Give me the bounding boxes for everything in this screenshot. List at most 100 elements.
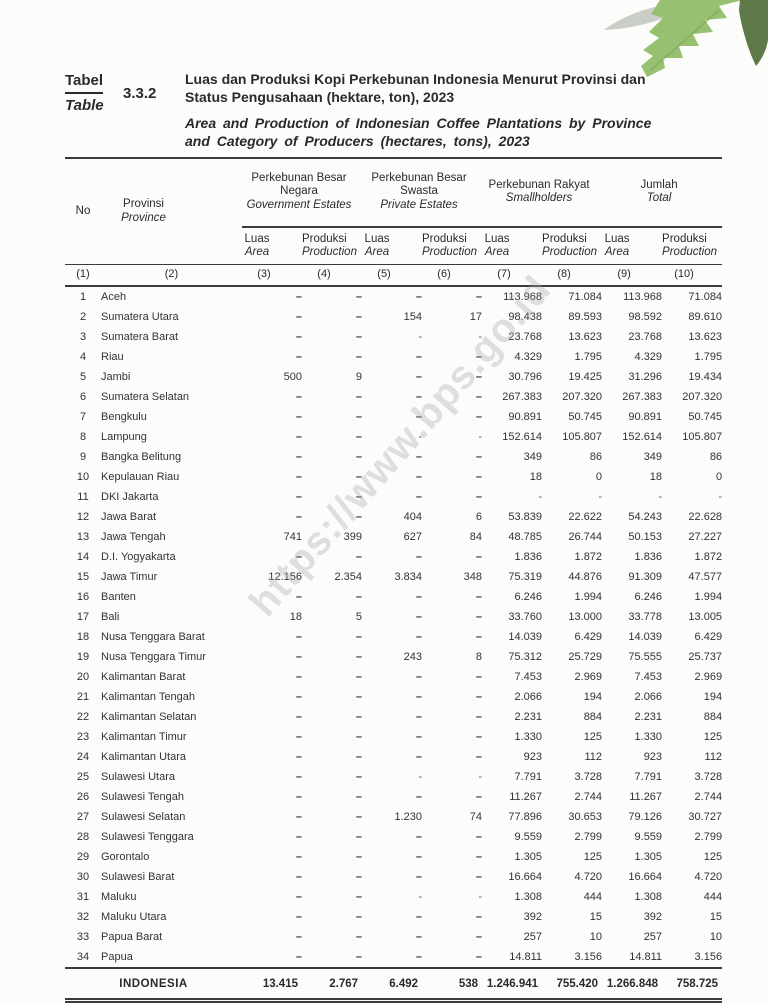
header-group-smallholders: Perkebunan Rakyat Smallholders bbox=[482, 158, 603, 228]
value-cell: – bbox=[355, 731, 363, 743]
province-name: Sulawesi Utara bbox=[101, 771, 175, 783]
value-cell: – bbox=[415, 551, 423, 563]
value-cell: - bbox=[718, 491, 723, 503]
value-cell: 18 bbox=[649, 471, 663, 483]
title-en-line1: Area and Production of Indonesian Coffee… bbox=[185, 115, 652, 131]
value-cell: 207.320 bbox=[562, 391, 603, 403]
value-cell: 152.614 bbox=[502, 431, 543, 443]
province-name: Sulawesi Tenggara bbox=[101, 831, 194, 843]
value-cell: – bbox=[475, 411, 483, 423]
row-number: 31 bbox=[76, 891, 90, 903]
value-cell: 90.891 bbox=[628, 411, 663, 423]
value-cell: – bbox=[355, 671, 363, 683]
value-cell: 4.329 bbox=[634, 351, 663, 363]
value-cell: – bbox=[355, 651, 363, 663]
value-cell: 444 bbox=[583, 891, 603, 903]
value-cell: – bbox=[355, 891, 363, 903]
province-name: Papua bbox=[101, 947, 242, 969]
subheader-id: Produksi bbox=[662, 232, 707, 245]
value-cell: - bbox=[478, 331, 483, 343]
value-cell: 2.354 bbox=[334, 571, 363, 583]
value-cell: 84 bbox=[469, 531, 483, 543]
value-cell: – bbox=[295, 551, 302, 563]
row-number: 17 bbox=[76, 611, 90, 623]
value-cell: 3.156 bbox=[662, 947, 723, 969]
province-name: Sulawesi Selatan bbox=[101, 811, 186, 823]
group-name-id: Perkebunan Besar Negara bbox=[251, 171, 347, 198]
total-label: INDONESIA bbox=[65, 968, 242, 1003]
value-cell: – bbox=[355, 711, 363, 723]
value-cell: – bbox=[295, 911, 302, 923]
value-cell: - bbox=[418, 431, 423, 443]
value-cell: 91.309 bbox=[628, 571, 663, 583]
province-name: Bengkulu bbox=[101, 411, 147, 423]
group-name-en: Private Estates bbox=[380, 198, 458, 211]
value-cell: – bbox=[415, 631, 423, 643]
value-cell: – bbox=[475, 491, 483, 503]
value-cell: 125 bbox=[703, 731, 723, 743]
value-cell: – bbox=[242, 947, 302, 969]
value-cell: 6.246 bbox=[514, 591, 543, 603]
subheader-en: Production bbox=[302, 246, 357, 258]
province-name: Sumatera Selatan bbox=[101, 391, 190, 403]
value-cell: 2.969 bbox=[694, 671, 723, 683]
table-row: 28 Sulawesi Tenggara – – – – 9.559 2.799 9.559 2.… bbox=[65, 827, 722, 847]
value-cell: - bbox=[418, 891, 423, 903]
table-row: 32 Maluku Utara – – – – 392 15 392 15 bbox=[65, 907, 722, 927]
value-cell: 105.807 bbox=[682, 431, 723, 443]
value-cell: – bbox=[355, 451, 363, 463]
table-label-id: Tabel bbox=[65, 72, 104, 94]
province-name: Sulawesi Tengah bbox=[101, 791, 184, 803]
value-cell: 44.876 bbox=[568, 571, 603, 583]
value-cell: 14.811 bbox=[482, 947, 543, 969]
row-number: 19 bbox=[76, 651, 90, 663]
value-cell: – bbox=[415, 691, 423, 703]
value-cell: 348 bbox=[463, 571, 483, 583]
value-cell: – bbox=[415, 391, 423, 403]
province-name: Papua Barat bbox=[101, 931, 163, 943]
total-value: 6.492 bbox=[362, 968, 423, 1003]
table-row: 2 Sumatera Utara – – 154 17 98.438 89.593 98.592… bbox=[65, 307, 722, 327]
column-number: (6) bbox=[422, 264, 483, 287]
value-cell: 1.305 bbox=[514, 851, 543, 863]
subheader-id: Luas bbox=[484, 232, 510, 245]
value-cell: 18 bbox=[289, 611, 302, 623]
subheader-en: Production bbox=[422, 246, 477, 258]
value-cell: - bbox=[478, 431, 483, 443]
subheader-id: Luas bbox=[364, 232, 390, 245]
row-number: 24 bbox=[76, 751, 90, 763]
value-cell: – bbox=[295, 471, 302, 483]
value-cell: – bbox=[355, 311, 363, 323]
province-name: D.I. Yogyakarta bbox=[101, 551, 176, 563]
value-cell: – bbox=[415, 371, 423, 383]
value-cell: 3.728 bbox=[574, 771, 603, 783]
title-indonesian: Luas dan Produksi Kopi Perkebunan Indone… bbox=[185, 70, 722, 106]
value-cell: 11.267 bbox=[629, 791, 663, 803]
group-name-en: Government Estates bbox=[246, 198, 352, 211]
table-row: 10 Kepulauan Riau – – – – 18 0 18 0 bbox=[65, 467, 722, 487]
table-row: 12 Jawa Barat – – 404 6 53.839 22.622 54.243 22.6… bbox=[65, 507, 722, 527]
row-number: 3 bbox=[79, 331, 87, 343]
value-cell: – bbox=[415, 751, 423, 763]
value-cell: – bbox=[355, 551, 363, 563]
value-cell: 1.836 bbox=[514, 551, 543, 563]
table-row: 21 Kalimantan Tengah – – – – 2.066 194 2.066 194 bbox=[65, 687, 722, 707]
value-cell: 3.834 bbox=[394, 571, 423, 583]
value-cell: – bbox=[415, 611, 423, 623]
value-cell: – bbox=[475, 391, 483, 403]
value-cell: 1.305 bbox=[634, 851, 663, 863]
value-cell: 392 bbox=[523, 911, 543, 923]
value-cell: – bbox=[355, 911, 363, 923]
value-cell: – bbox=[355, 351, 363, 363]
total-value: 1.266.848 bbox=[602, 968, 663, 1003]
value-cell: 1.330 bbox=[514, 731, 543, 743]
value-cell: – bbox=[295, 831, 302, 843]
row-number: 14 bbox=[76, 551, 90, 563]
table-row: 27 Sulawesi Selatan – – 1.230 74 77.896 30.653 7… bbox=[65, 807, 722, 827]
dark-green-leaf-icon bbox=[739, 0, 768, 66]
value-cell: – bbox=[295, 631, 302, 643]
value-cell: 194 bbox=[583, 691, 603, 703]
value-cell: 1.872 bbox=[574, 551, 603, 563]
column-number: (4) bbox=[302, 264, 363, 287]
